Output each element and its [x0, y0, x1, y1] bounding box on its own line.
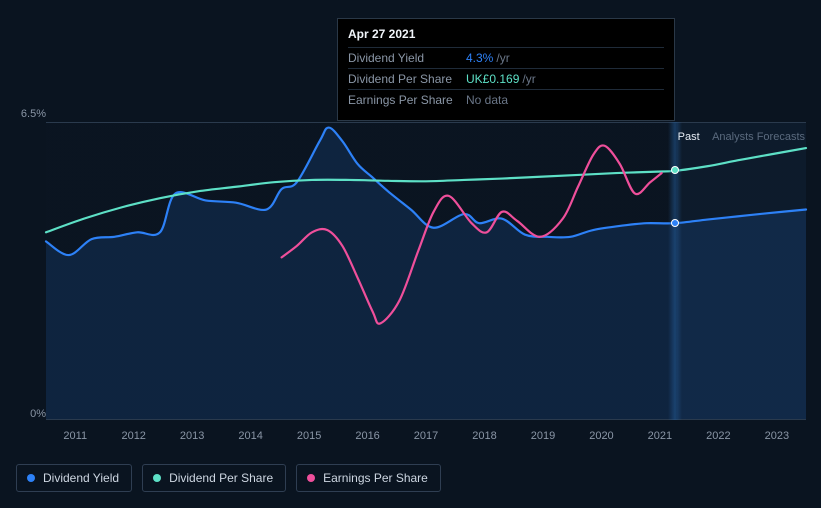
legend-earnings-per-share[interactable]: Earnings Per Share [296, 464, 441, 492]
legend-label: Earnings Per Share [323, 471, 428, 485]
toggle-past[interactable]: Past [678, 131, 700, 143]
tooltip-row-label: Dividend Yield [348, 51, 466, 65]
hover-dot-icon [671, 219, 679, 227]
legend-swatch-icon [153, 474, 161, 482]
x-axis-ticks: 2011201220132014201520162017201820192020… [46, 430, 806, 450]
tooltip-date: Apr 27 2021 [348, 27, 664, 47]
tooltip-row-label: Dividend Per Share [348, 72, 466, 86]
x-axis-tick: 2011 [46, 430, 104, 450]
x-axis-tick: 2021 [631, 430, 689, 450]
tooltip-row-value: 4.3% [466, 51, 493, 65]
x-axis-tick: 2017 [397, 430, 455, 450]
legend-label: Dividend Yield [43, 471, 119, 485]
x-axis-tick: 2019 [514, 430, 572, 450]
time-range-toggles: Past Analysts Forecasts [678, 131, 805, 143]
chart-plot-area[interactable] [46, 122, 806, 420]
x-axis-tick: 2012 [104, 430, 162, 450]
toggle-forecasts[interactable]: Analysts Forecasts [712, 131, 805, 143]
x-axis-tick: 2023 [748, 430, 806, 450]
legend-swatch-icon [27, 474, 35, 482]
tooltip-row: Dividend Yield 4.3% /yr [348, 47, 664, 68]
y-axis-max-label: 6.5% [16, 108, 46, 120]
hover-dot-icon [671, 166, 679, 174]
x-axis-tick: 2013 [163, 430, 221, 450]
x-axis-tick: 2014 [221, 430, 279, 450]
tooltip-row: Dividend Per Share UK£0.169 /yr [348, 68, 664, 89]
x-axis-tick: 2015 [280, 430, 338, 450]
tooltip-row-suffix: /yr [496, 51, 509, 65]
chart-lines-svg [46, 123, 806, 419]
y-axis-min-label: 0% [16, 408, 46, 420]
dividend-chart: 6.5% 0% 20112012201320142015201620172018… [16, 100, 806, 425]
x-axis-tick: 2016 [338, 430, 396, 450]
legend-dividend-per-share[interactable]: Dividend Per Share [142, 464, 286, 492]
tooltip-row-value: UK£0.169 [466, 72, 519, 86]
legend-label: Dividend Per Share [169, 471, 273, 485]
x-axis-tick: 2018 [455, 430, 513, 450]
x-axis-tick: 2022 [689, 430, 747, 450]
legend-dividend-yield[interactable]: Dividend Yield [16, 464, 132, 492]
tooltip-row-suffix: /yr [522, 72, 535, 86]
legend-swatch-icon [307, 474, 315, 482]
x-axis-tick: 2020 [572, 430, 630, 450]
chart-legend: Dividend Yield Dividend Per Share Earnin… [16, 464, 441, 492]
